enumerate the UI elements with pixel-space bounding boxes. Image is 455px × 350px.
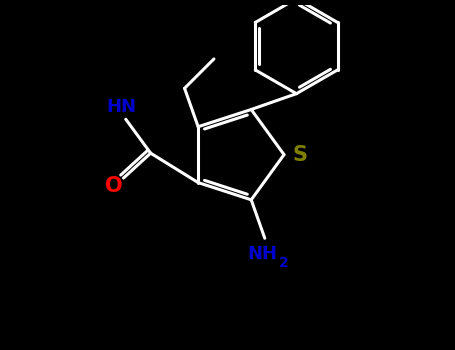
Text: NH: NH: [248, 245, 278, 263]
Text: O: O: [105, 176, 122, 196]
Text: S: S: [292, 145, 307, 164]
Text: 2: 2: [279, 256, 288, 270]
Text: HN: HN: [106, 98, 136, 116]
